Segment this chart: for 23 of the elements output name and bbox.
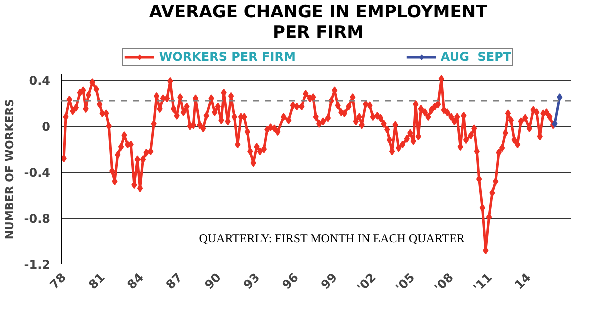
x-tick-label: 99 <box>318 270 340 292</box>
annotation: QUARTERLY: FIRST MONTH IN EACH QUARTER <box>199 232 465 246</box>
y-tick-label: -1.2 <box>24 258 51 272</box>
y-tick-label: 0 <box>42 120 51 134</box>
legend-label: WORKERS PER FIRM <box>159 50 296 64</box>
x-tick-label: '05 <box>393 270 418 295</box>
y-tick-label: -0.4 <box>24 166 51 180</box>
x-tick-label: 90 <box>202 270 224 292</box>
x-tick-label: 81 <box>86 270 108 292</box>
x-tick-label: '11 <box>470 270 496 295</box>
x-tick-label: 14 <box>512 270 534 292</box>
y-tick-label: 0.4 <box>29 74 51 88</box>
x-tick-label: 87 <box>164 270 186 292</box>
x-tick-label: 96 <box>280 270 302 292</box>
legend-label: AUG SEPT <box>440 50 512 64</box>
y-axis-title: NUMBER OF WORKERS <box>3 99 16 240</box>
y-tick-label: -0.8 <box>24 212 51 226</box>
chart-title: AVERAGE CHANGE IN EMPLOYMENT PER FIRM <box>149 2 488 43</box>
x-tick-label: 84 <box>124 270 146 292</box>
x-tick-label: 78 <box>47 270 70 292</box>
x-tick-label: '02 <box>354 270 379 295</box>
x-tick-label: '08 <box>432 270 456 295</box>
x-tick-label: 93 <box>240 270 263 292</box>
